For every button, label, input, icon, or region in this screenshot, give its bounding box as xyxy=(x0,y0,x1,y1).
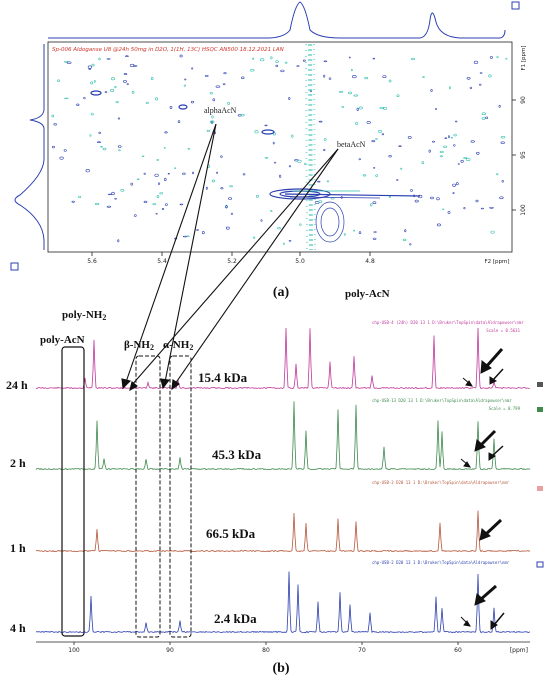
hsqc-annotation-alpha: alphaAcN xyxy=(204,106,237,115)
trace-time-label: 4 h xyxy=(10,621,26,635)
spectra-x-tick: 80 xyxy=(262,647,270,654)
label-poly-nh2: poly-NH2 xyxy=(62,309,106,322)
hsqc-f1-axis: 90 95 100 F1 [ppm] xyxy=(512,45,527,216)
hsqc-f2-tick: 4.8 xyxy=(365,258,375,265)
hsqc-peak-alpha xyxy=(178,104,188,110)
beta-nh2-highlight-box xyxy=(135,355,161,638)
hsqc-f2-tick: 5.0 xyxy=(295,258,305,265)
hsqc-f1-tick: 95 xyxy=(520,151,527,159)
spectrum-trace xyxy=(35,401,531,471)
spectra-x-tick: 90 xyxy=(166,647,174,654)
trace-scale: Scale = 0.799 xyxy=(489,406,521,411)
poly-acn-highlight-box xyxy=(61,346,85,637)
hsqc-bottom-label: poly-AcN xyxy=(345,288,390,300)
hsqc-panel-label: (a) xyxy=(273,285,290,300)
hsqc-header: Sp-006 Aldoganse U8 @24h 50mg in D2O, 1(… xyxy=(52,47,284,53)
spectra-panel-label: (b) xyxy=(272,661,289,676)
spectra-x-unit: [ppm] xyxy=(510,647,528,654)
trace-mw-label: 15.4 kDa xyxy=(198,370,248,385)
spectra-x-axis: 100 90 80 70 60 [ppm] xyxy=(36,641,530,654)
label-poly-acn: poly-AcN xyxy=(40,334,85,346)
hsqc-plot-frame xyxy=(47,41,513,253)
spectra-x-tick: 70 xyxy=(358,647,366,654)
trace-header: chp-USB-3 D20 13 1 D:\Bruker\TopSpin\dat… xyxy=(372,480,510,485)
spectra-x-tick: 100 xyxy=(68,647,80,654)
connector-arrows xyxy=(121,123,339,392)
trace-header: chp-USB-2 D20 13 1 D:\Bruker\TopSpin\dat… xyxy=(372,560,510,565)
hsqc-corner-square xyxy=(511,1,520,10)
hsqc-annotation-beta: betaAcN xyxy=(337,140,366,149)
hsqc-f2-tick: 5.4 xyxy=(157,258,167,265)
hsqc-f2-tick: 5.2 xyxy=(227,258,237,265)
trace-time-label: 24 h xyxy=(6,378,28,392)
spectrum-trace xyxy=(35,571,531,634)
spectra-traces xyxy=(35,327,531,634)
alpha-nh2-highlight-box xyxy=(169,355,192,638)
trace-color-swatch xyxy=(537,486,543,491)
peak-arrows xyxy=(460,348,505,630)
spectra-panel: poly-NH2 poly-AcN β-NH2 α-NH2 24 h 2 h 1… xyxy=(6,309,544,676)
hsqc-panel: Sp-006 Aldoganse U8 @24h 50mg in D2O, 1(… xyxy=(10,1,527,300)
trace-header: chp-USB-4 (24h) D20 13 1 D:\Bruker\TopSp… xyxy=(372,320,524,325)
trace-time-label: 2 h xyxy=(10,456,26,470)
trace-time-label: 1 h xyxy=(10,541,26,555)
trace-mw-label: 45.3 kDa xyxy=(212,447,262,462)
trace-color-swatch xyxy=(537,382,543,387)
hsqc-f1-tick: 100 xyxy=(520,204,527,216)
hsqc-f1-tick: 90 xyxy=(520,96,527,104)
trace-color-swatch xyxy=(537,407,543,412)
hsqc-t1-ridge xyxy=(305,43,316,251)
label-alpha-nh2: α-NH2 xyxy=(163,339,193,352)
hsqc-f1-label: F1 [ppm] xyxy=(521,45,527,70)
hsqc-contour-noise xyxy=(51,54,508,246)
hsqc-top-projection xyxy=(48,1,506,39)
spectra-x-tick: 60 xyxy=(454,647,462,654)
trace-mw-label: 2.4 kDa xyxy=(214,611,257,626)
hsqc-left-projection xyxy=(14,44,45,250)
hsqc-f2-axis: 5.6 5.4 5.2 5.0 4.8 F2 [ppm] xyxy=(87,252,510,265)
trace-header: chp-USB-13 D20 13 1 D:\Bruker\TopSpin\da… xyxy=(372,398,512,403)
hsqc-f2-tick: 5.6 xyxy=(87,258,97,265)
hsqc-peak-beta xyxy=(261,129,275,135)
spectrum-trace xyxy=(35,327,531,390)
hsqc-peak-left xyxy=(90,90,102,96)
hsqc-f2-label: F2 [ppm] xyxy=(484,259,509,265)
spectrum-trace xyxy=(35,510,531,553)
trace-scale: Scale = 0.5631 xyxy=(486,328,520,333)
trace-color-swatch xyxy=(536,561,544,568)
hsqc-main-crosspeak xyxy=(269,188,421,243)
hsqc-left-square xyxy=(10,262,19,271)
trace-mw-label: 66.5 kDa xyxy=(206,526,256,541)
